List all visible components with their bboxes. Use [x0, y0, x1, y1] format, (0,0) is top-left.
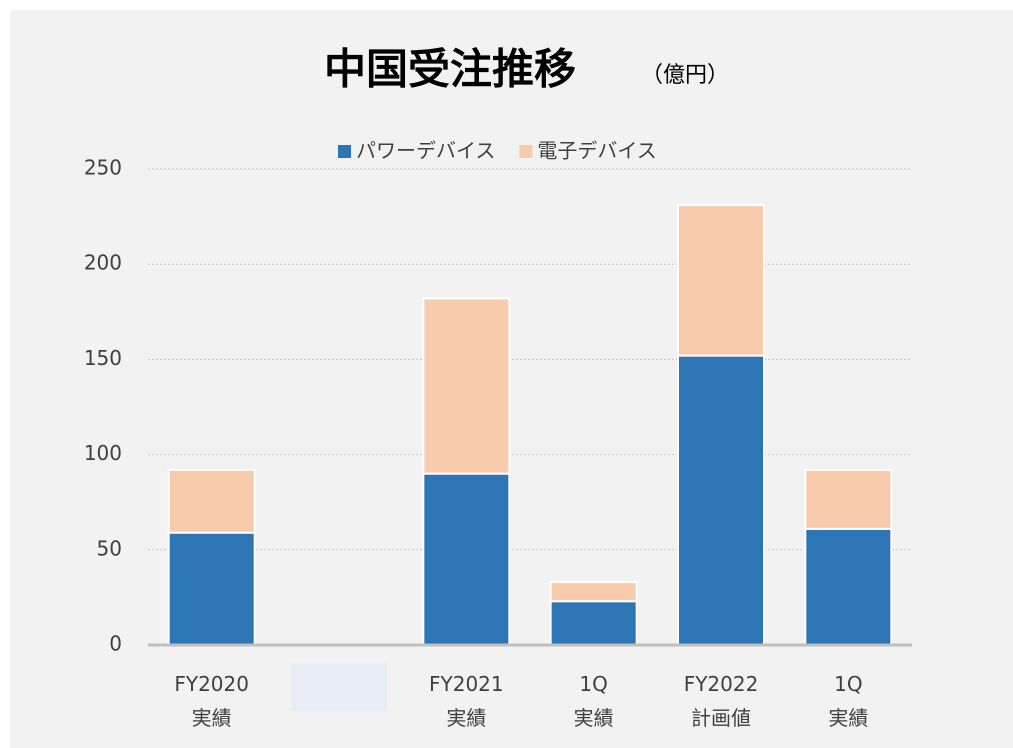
y-tick-label: 0 [109, 632, 122, 656]
x-tick-label: 1Q 実績 [573, 672, 614, 730]
x-tick-label: FY2022 計画値 [683, 672, 759, 730]
x-tick-label: FY2020 実績 [174, 672, 249, 730]
legend-swatch [519, 145, 533, 158]
legend-label: 電子デバイス [537, 139, 656, 163]
legend-label: パワーデバイス [356, 139, 495, 163]
x-tick-label: FY2021 実績 [429, 672, 504, 730]
chart-subtitle: （億円） [641, 63, 729, 88]
y-tick-label: 50 [97, 536, 122, 560]
bar-segment [549, 600, 638, 647]
bar-segment [167, 531, 256, 646]
y-tick-label: 200 [84, 251, 122, 275]
y-tick-label: 100 [84, 441, 122, 465]
y-tick-label: 150 [84, 346, 122, 370]
legend-swatch [338, 145, 351, 158]
bar-segment [167, 468, 256, 534]
bar-segment [422, 472, 511, 647]
chart-title: 中国受注推移 [324, 45, 576, 94]
y-tick-label: 250 [84, 156, 122, 180]
empty-label-box [291, 663, 387, 711]
bar-segment [422, 297, 511, 475]
bar-segment [549, 581, 638, 603]
x-tick-label: 1Q 実績 [828, 672, 869, 730]
bar-segment [804, 468, 893, 530]
bar-segment [677, 354, 765, 646]
bar-segment [677, 204, 765, 357]
bar-segment [804, 527, 893, 647]
